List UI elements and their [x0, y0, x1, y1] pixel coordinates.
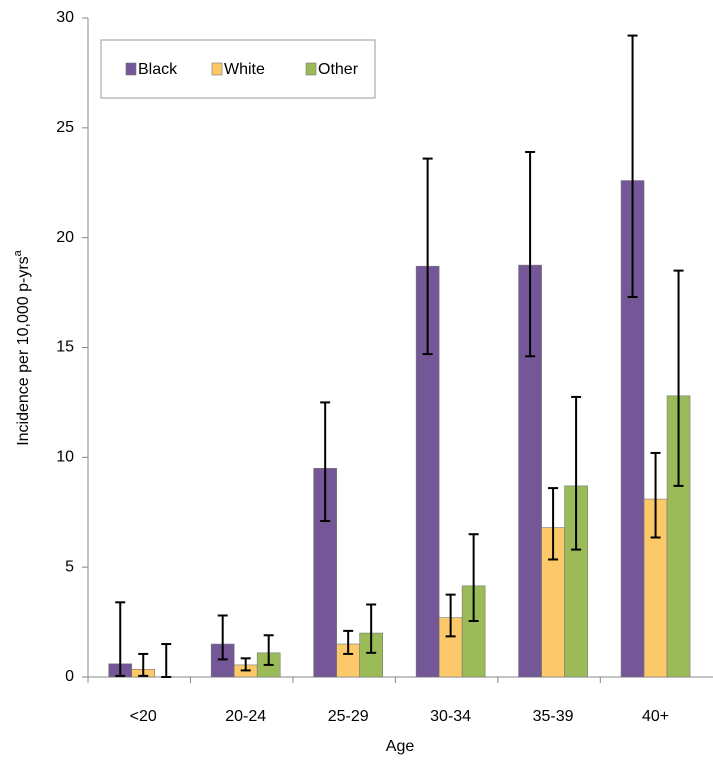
error-bar — [445, 593, 456, 638]
error-bar — [115, 601, 126, 677]
x-tick-label: 30-34 — [430, 708, 471, 725]
error-bar — [673, 269, 684, 487]
y-axis-label-main: Incidence per 10,000 p-yrs — [15, 256, 32, 445]
legend-label: Black — [138, 61, 178, 78]
legend-box — [100, 39, 376, 99]
y-tick-label: 5 — [65, 558, 74, 575]
error-bar — [650, 451, 661, 539]
legend-swatch — [305, 62, 317, 76]
legend-label: Other — [318, 61, 359, 78]
y-tick-label: 10 — [56, 449, 74, 466]
error-bar — [240, 657, 251, 672]
error-bar — [627, 34, 638, 298]
x-tick-label: 35-39 — [533, 708, 574, 725]
x-tick-label: 25-29 — [328, 708, 369, 725]
legend-swatch — [125, 62, 137, 76]
error-bar — [548, 487, 559, 561]
error-bar — [525, 150, 536, 358]
y-axis-label-superscript: a — [12, 249, 24, 256]
error-bar — [320, 401, 331, 523]
error-bar — [161, 643, 172, 678]
y-tick-label: 25 — [56, 119, 74, 136]
error-bar — [138, 652, 149, 677]
error-bar — [571, 395, 582, 551]
error-bar — [422, 157, 433, 356]
error-bar — [343, 629, 354, 655]
legend-swatch — [211, 62, 223, 76]
y-axis-label: Incidence per 10,000 p-yrsa — [12, 249, 32, 445]
y-tick-label: 15 — [56, 339, 74, 356]
x-tick-label: 20-24 — [225, 708, 266, 725]
x-axis-label: Age — [386, 738, 415, 755]
y-tick-label: 20 — [56, 229, 74, 246]
error-bar — [468, 533, 479, 622]
x-tick-label: <20 — [130, 708, 157, 725]
y-tick-label: 0 — [65, 668, 74, 685]
legend-label: White — [224, 61, 265, 78]
error-bar — [217, 614, 228, 661]
error-bar — [366, 603, 377, 654]
error-bar — [263, 634, 274, 666]
y-tick-label: 30 — [56, 9, 74, 26]
x-tick-label: 40+ — [642, 708, 669, 725]
